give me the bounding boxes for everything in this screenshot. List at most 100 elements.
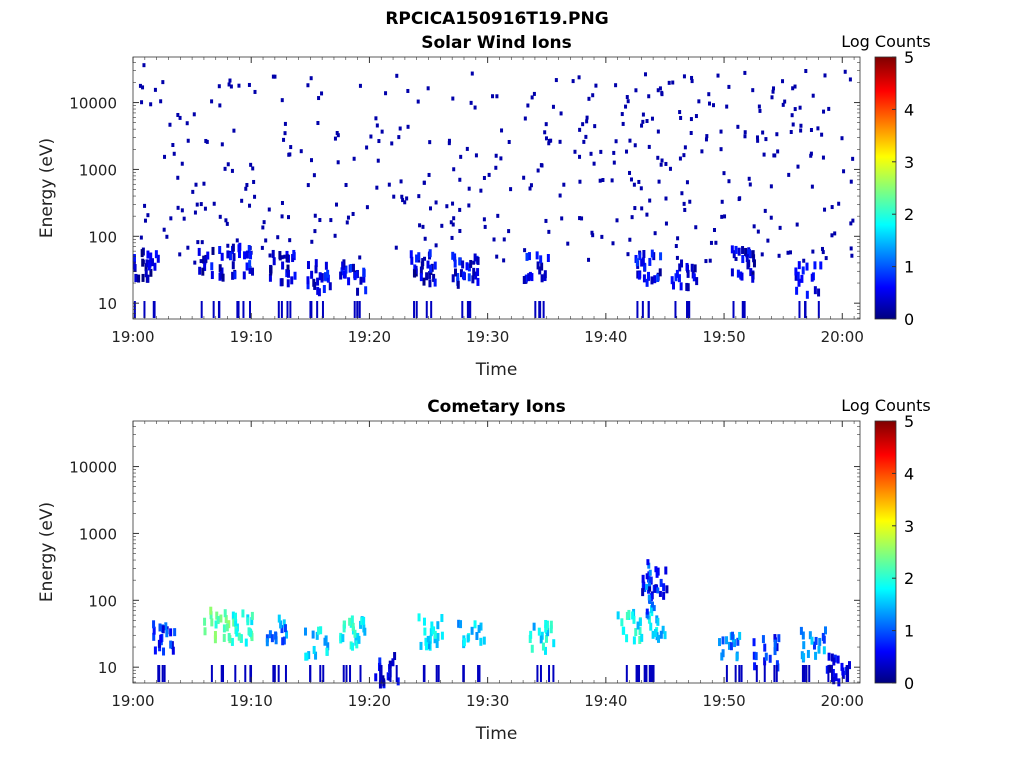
data-pixel: [704, 259, 708, 264]
data-pixel: [811, 93, 815, 98]
data-pixel: [752, 259, 756, 268]
data-pixel: [224, 615, 228, 624]
data-pixel: [783, 99, 787, 104]
data-pixel: [379, 665, 382, 682]
data-pixel: [440, 614, 444, 623]
panel-title: Cometary Ions: [427, 397, 566, 417]
data-pixel: [753, 662, 757, 671]
data-pixel: [374, 116, 378, 121]
data-pixel: [777, 634, 781, 643]
data-pixel: [817, 288, 821, 297]
data-pixel: [729, 642, 733, 651]
data-pixel: [269, 267, 273, 276]
data-pixel: [422, 617, 426, 626]
data-pixel: [428, 249, 432, 258]
data-pixel: [720, 214, 724, 219]
data-pixel: [841, 667, 845, 676]
data-pixel: [311, 630, 315, 639]
data-pixel: [306, 276, 310, 285]
data-pixel: [423, 627, 427, 636]
data-pixel: [427, 172, 431, 177]
data-pixel: [600, 234, 604, 239]
data-pixel: [830, 665, 833, 682]
data-pixel: [641, 574, 645, 583]
data-pixel: [447, 141, 451, 146]
data-pixel: [472, 260, 476, 265]
data-pixel: [360, 617, 364, 626]
data-pixel: [351, 263, 355, 272]
data-pixel: [645, 212, 649, 217]
data-pixel: [558, 193, 562, 198]
data-pixel: [752, 651, 756, 660]
data-pixel: [358, 255, 362, 260]
data-pixel: [219, 614, 223, 623]
data-pixel: [326, 274, 330, 283]
data-pixel: [406, 88, 410, 93]
data-pixel: [314, 651, 318, 660]
data-pixel: [380, 129, 384, 134]
data-pixel: [289, 145, 293, 150]
data-pixel: [196, 240, 200, 245]
data-pixel: [751, 250, 755, 259]
data-pixel: [736, 637, 740, 646]
data-pixel: [822, 646, 826, 655]
data-pixel: [771, 89, 775, 94]
data-pixel: [686, 301, 689, 318]
data-pixel: [752, 638, 756, 647]
y-tick-label: 100: [88, 228, 117, 246]
data-pixel: [223, 166, 227, 171]
data-pixel: [523, 248, 527, 253]
data-pixel: [799, 128, 803, 133]
data-pixel: [530, 273, 534, 282]
data-pixel: [664, 221, 668, 226]
data-pixel: [253, 89, 257, 94]
data-pixel: [808, 631, 812, 640]
data-pixel: [730, 245, 734, 254]
data-pixel: [655, 569, 659, 578]
data-pixel: [232, 618, 236, 627]
data-pixel: [745, 254, 749, 263]
data-pixel: [492, 237, 496, 242]
data-pixel: [547, 229, 551, 234]
data-pixel: [265, 638, 269, 647]
data-pixel: [423, 665, 426, 682]
data-pixel: [220, 142, 224, 147]
data-pixel: [735, 653, 739, 662]
data-pixel: [202, 181, 206, 186]
data-pixel: [220, 252, 224, 261]
data-pixel: [727, 179, 731, 184]
data-pixel: [540, 274, 544, 283]
data-pixel: [213, 630, 217, 639]
data-pixel: [323, 272, 327, 281]
data-pixel: [274, 631, 278, 640]
data-pixel: [830, 205, 834, 210]
data-pixel: [413, 269, 417, 278]
data-pixel: [663, 631, 667, 640]
data-pixel: [647, 94, 651, 99]
data-pixel: [544, 619, 548, 628]
x-tick-label: 19:30: [466, 328, 509, 346]
data-pixel: [341, 261, 345, 270]
data-pixel: [320, 91, 324, 96]
data-pixel: [273, 665, 276, 682]
colorbar-gradient: [874, 420, 897, 684]
data-pixel: [650, 605, 654, 614]
data-pixel: [478, 665, 481, 682]
data-pixel: [384, 91, 388, 96]
data-pixel: [429, 628, 433, 637]
data-pixel: [636, 301, 639, 318]
data-pixel: [544, 136, 548, 141]
data-pixel: [351, 642, 355, 651]
data-pixel: [314, 265, 318, 274]
data-pixel: [851, 156, 855, 161]
data-pixel: [228, 252, 232, 261]
data-pixel: [636, 270, 640, 279]
data-pixel: [150, 258, 154, 267]
data-pixel: [610, 178, 614, 183]
data-pixel: [705, 134, 709, 139]
data-pixel: [775, 665, 778, 682]
data-pixel: [643, 262, 647, 271]
data-pixel: [648, 198, 652, 203]
data-pixel: [309, 665, 312, 682]
